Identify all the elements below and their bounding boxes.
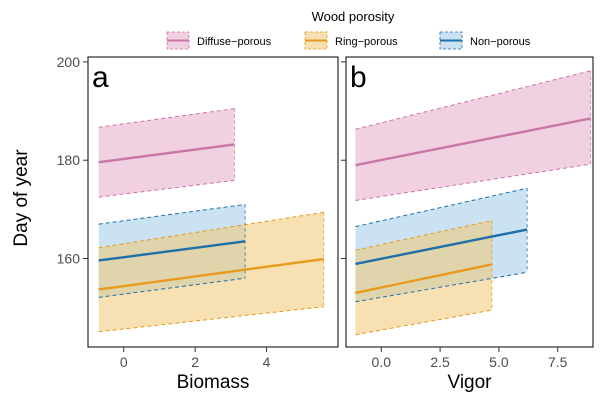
trend-line-diffuse-panel-b (355, 117, 591, 167)
legend-label-diffuse: Diffuse−porous (197, 36, 272, 48)
legend: Wood porosity Diffuse−porous Ring−porous… (166, 9, 531, 50)
band-lower-non-panel-a (98, 277, 246, 298)
y-axis-title: Day of year (11, 149, 32, 247)
legend-label-non: Non−porous (470, 36, 531, 48)
trend-line-diffuse-panel-a (98, 143, 235, 164)
band-upper-ring-panel-a (98, 211, 324, 249)
band-lower-diffuse-panel-a (98, 179, 235, 198)
x-tick-label-b-0: 0.0 (372, 354, 392, 370)
trend-line-ring-panel-a (98, 257, 324, 291)
band-lower-ring-panel-a (98, 306, 324, 333)
panel-b: b 0.0 2.5 5.0 7.5 Vigor (341, 56, 594, 393)
band-upper-diffuse-panel-a (98, 108, 235, 128)
x-tick-label-b-3: 7.5 (548, 354, 568, 370)
legend-label-ring: Ring−porous (335, 36, 398, 48)
x-tick-label-b-1: 2.5 (430, 354, 450, 370)
band-lower-non-panel-b (355, 271, 528, 303)
x-tick-label-a-2: 4 (263, 354, 271, 370)
band-upper-non-panel-b (355, 187, 528, 228)
band-lower-diffuse-panel-b (355, 163, 591, 202)
trend-line-non-panel-b (355, 228, 528, 266)
x-axis-title-a: Biomass (177, 372, 250, 393)
x-axis-title-b: Vigor (447, 372, 492, 393)
band-upper-non-panel-a (98, 203, 246, 225)
band-upper-ring-panel-b (355, 220, 492, 251)
y-tick-label-2: 200 (57, 54, 81, 70)
x-tick-label-b-2: 5.0 (489, 354, 509, 370)
band-ring-panel-a (98, 212, 324, 332)
panel-label-b: b (350, 61, 367, 94)
band-lower-ring-panel-b (355, 309, 492, 336)
x-tick-label-a-0: 0 (120, 354, 128, 370)
trend-line-ring-panel-b (355, 263, 493, 295)
y-tick-label-0: 160 (57, 251, 81, 267)
panel-border-b (345, 56, 594, 348)
panel-a: a 0 2 4 160 180 200 Biomass (57, 54, 339, 393)
band-upper-diffuse-panel-b (355, 70, 591, 130)
trend-line-non-panel-a (98, 240, 246, 262)
panel-label-a: a (92, 61, 109, 94)
x-tick-label-a-1: 2 (191, 354, 199, 370)
band-diffuse-panel-b (355, 70, 591, 201)
y-tick-label-1: 180 (57, 152, 81, 168)
legend-title: Wood porosity (312, 9, 395, 24)
panel-border-a (87, 56, 339, 348)
